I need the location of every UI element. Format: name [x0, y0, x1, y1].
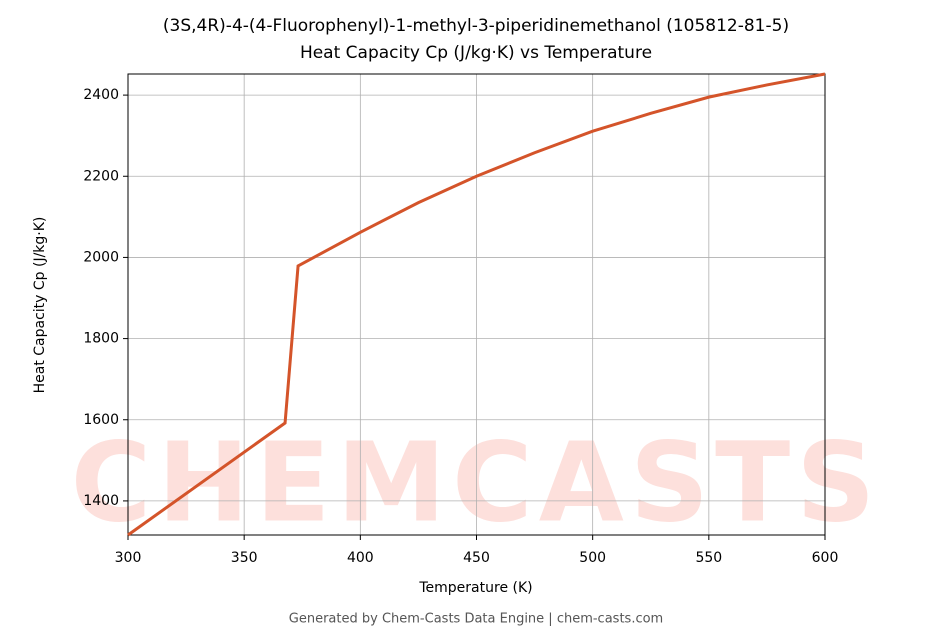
chart-subtitle: Heat Capacity Cp (J/kg·K) vs Temperature [300, 43, 652, 63]
x-axis-label: Temperature (K) [418, 580, 532, 596]
x-tick-label: 600 [812, 550, 839, 566]
data-line [127, 72, 826, 537]
x-tick-label: 450 [463, 550, 490, 566]
x-tick-label: 500 [579, 550, 606, 566]
y-tick-label: 1400 [83, 493, 119, 509]
plot-frame [127, 73, 826, 536]
x-tick-label: 400 [347, 550, 374, 566]
footer: Generated by Chem-Casts Data Engine | ch… [289, 612, 663, 627]
y-axis-label: Heat Capacity Cp (J/kg·K) [32, 217, 48, 394]
y-tick-label: 2000 [83, 249, 119, 265]
watermark: CHEMCASTS [71, 418, 882, 546]
y-tick-label: 2200 [83, 168, 119, 184]
x-tick-label: 300 [115, 550, 142, 566]
y-tick-label: 1600 [83, 412, 119, 428]
x-tick-label: 350 [231, 550, 258, 566]
chart-title: (3S,4R)-4-(4-Fluorophenyl)-1-methyl-3-pi… [163, 16, 789, 36]
y-tick-label: 2400 [83, 87, 119, 103]
x-tick-label: 550 [695, 550, 722, 566]
y-tick-label: 1800 [83, 331, 119, 347]
